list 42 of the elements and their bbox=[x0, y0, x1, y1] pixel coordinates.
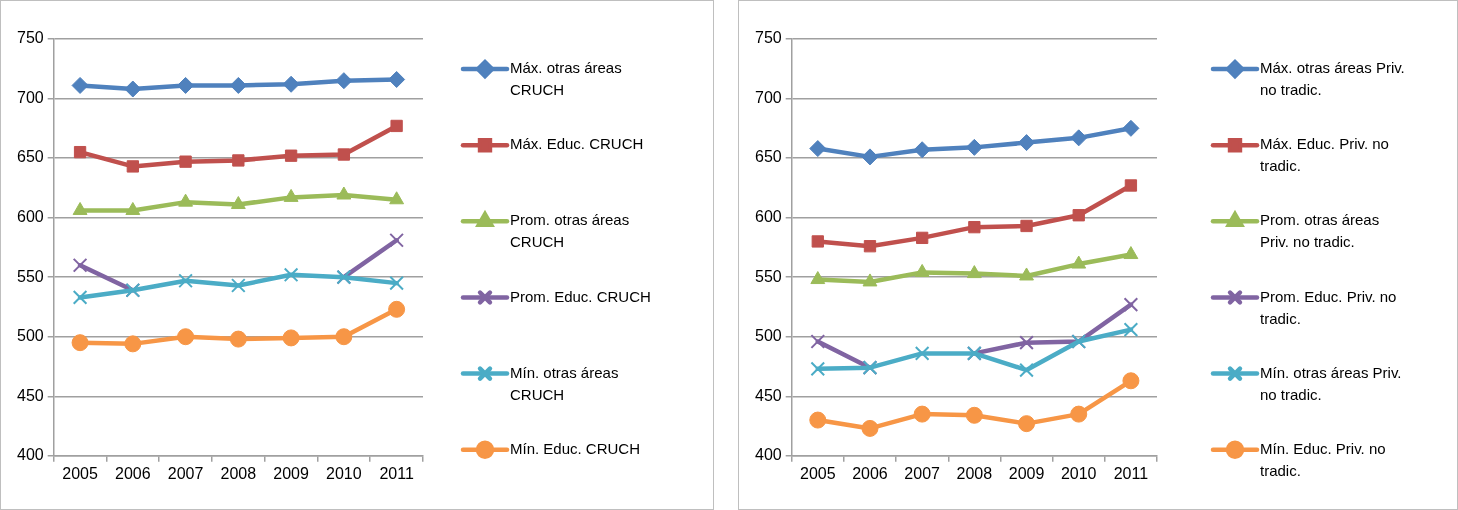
y-tick-label: 700 bbox=[754, 88, 782, 106]
x-tick-label: 2011 bbox=[1113, 464, 1149, 482]
y-tick-label: 600 bbox=[754, 208, 782, 226]
legend-label: Mín. Educ. CRUCH bbox=[510, 439, 641, 457]
y-tick-label: 750 bbox=[754, 29, 782, 47]
legend-label: Prom. Educ. CRUCH bbox=[510, 287, 651, 305]
y-tick-label: 500 bbox=[754, 327, 782, 345]
legend-label: Prom. otras áreas CRUCH bbox=[510, 211, 630, 251]
legend-label: Máx. Educ. Priv. no tradic. bbox=[1260, 135, 1389, 175]
x-tick-label: 2009 bbox=[1008, 464, 1045, 482]
y-tick-label: 550 bbox=[754, 267, 782, 285]
legend-label: Máx. otras áreas Priv. no tradic. bbox=[1260, 59, 1405, 99]
y-tick-label: 450 bbox=[754, 386, 782, 404]
legend-label: Prom. Educ. Priv. no tradic. bbox=[1260, 287, 1397, 327]
x-tick-label: 2011 bbox=[379, 464, 414, 482]
legend-label: Mín. otras áreas Priv. no tradic. bbox=[1260, 363, 1402, 403]
y-tick-label: 750 bbox=[16, 29, 44, 47]
y-tick-label: 400 bbox=[16, 446, 44, 464]
y-tick-label: 650 bbox=[754, 148, 782, 166]
x-tick-label: 2009 bbox=[273, 464, 309, 482]
x-tick-label: 2006 bbox=[852, 464, 888, 482]
y-tick-label: 700 bbox=[16, 88, 44, 106]
x-tick-label: 2005 bbox=[62, 464, 98, 482]
x-tick-label: 2010 bbox=[326, 464, 362, 482]
x-tick-label: 2006 bbox=[115, 464, 151, 482]
x-tick-label: 2008 bbox=[956, 464, 993, 482]
x-tick-label: 2007 bbox=[167, 464, 204, 482]
x-tick-label: 2007 bbox=[904, 464, 941, 482]
x-tick-label: 2008 bbox=[220, 464, 257, 482]
legend-label: Mín. otras áreas CRUCH bbox=[510, 363, 619, 403]
y-tick-label: 600 bbox=[16, 208, 44, 226]
y-tick-label: 650 bbox=[16, 148, 44, 166]
legend-label: Prom. otras áreas Priv. no tradic. bbox=[1260, 211, 1380, 251]
x-tick-label: 2005 bbox=[799, 464, 836, 482]
y-tick-label: 500 bbox=[16, 327, 44, 345]
legend-label: Máx. otras áreas CRUCH bbox=[510, 59, 622, 99]
legend-label: Máx. Educ. CRUCH bbox=[510, 135, 644, 153]
y-tick-label: 450 bbox=[16, 386, 44, 404]
y-tick-label: 400 bbox=[754, 446, 782, 464]
legend-label: Mín. Educ. Priv. no tradic. bbox=[1260, 439, 1386, 479]
y-tick-label: 550 bbox=[16, 267, 44, 285]
x-tick-label: 2010 bbox=[1060, 464, 1097, 482]
